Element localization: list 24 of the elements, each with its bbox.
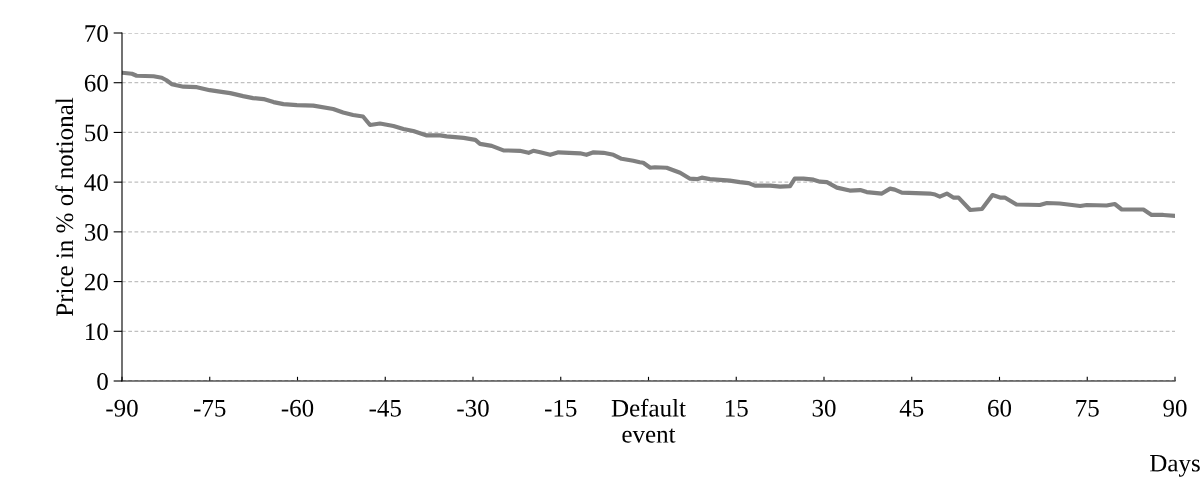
y-tick-label: 10	[86, 323, 108, 341]
x-tick-label: 45	[899, 399, 924, 417]
x-tick-label: -60	[281, 399, 314, 417]
x-tick-label: -75	[194, 400, 226, 417]
x-tick-label: -15	[545, 399, 577, 417]
x-tick-label: 90	[1163, 399, 1187, 417]
x-axis-title: Days	[1150, 454, 1200, 477]
x-tick-label: 30	[812, 399, 836, 417]
y-tick-label: 30	[85, 223, 108, 241]
x-tick-label: 15	[725, 399, 748, 417]
line-series	[122, 70, 1175, 219]
y-tick-label: 0	[97, 373, 108, 390]
y-tick-label: 50	[85, 124, 108, 142]
x-tick-label: 60	[988, 399, 1012, 417]
y-tick-label: 60	[84, 74, 108, 92]
x-tick-label: 75	[1076, 400, 1099, 417]
x-tick-label: -45	[369, 399, 401, 417]
x-tick-label: -90	[106, 399, 138, 417]
x-tick-label: Default event	[611, 398, 686, 443]
y-tick-label: 40	[84, 174, 108, 192]
y-axis-title: Price in % of notional	[55, 97, 74, 316]
y-tick-label: 70	[85, 25, 108, 42]
x-tick-label: -30	[457, 399, 489, 417]
y-tick-label: 20	[84, 273, 108, 291]
